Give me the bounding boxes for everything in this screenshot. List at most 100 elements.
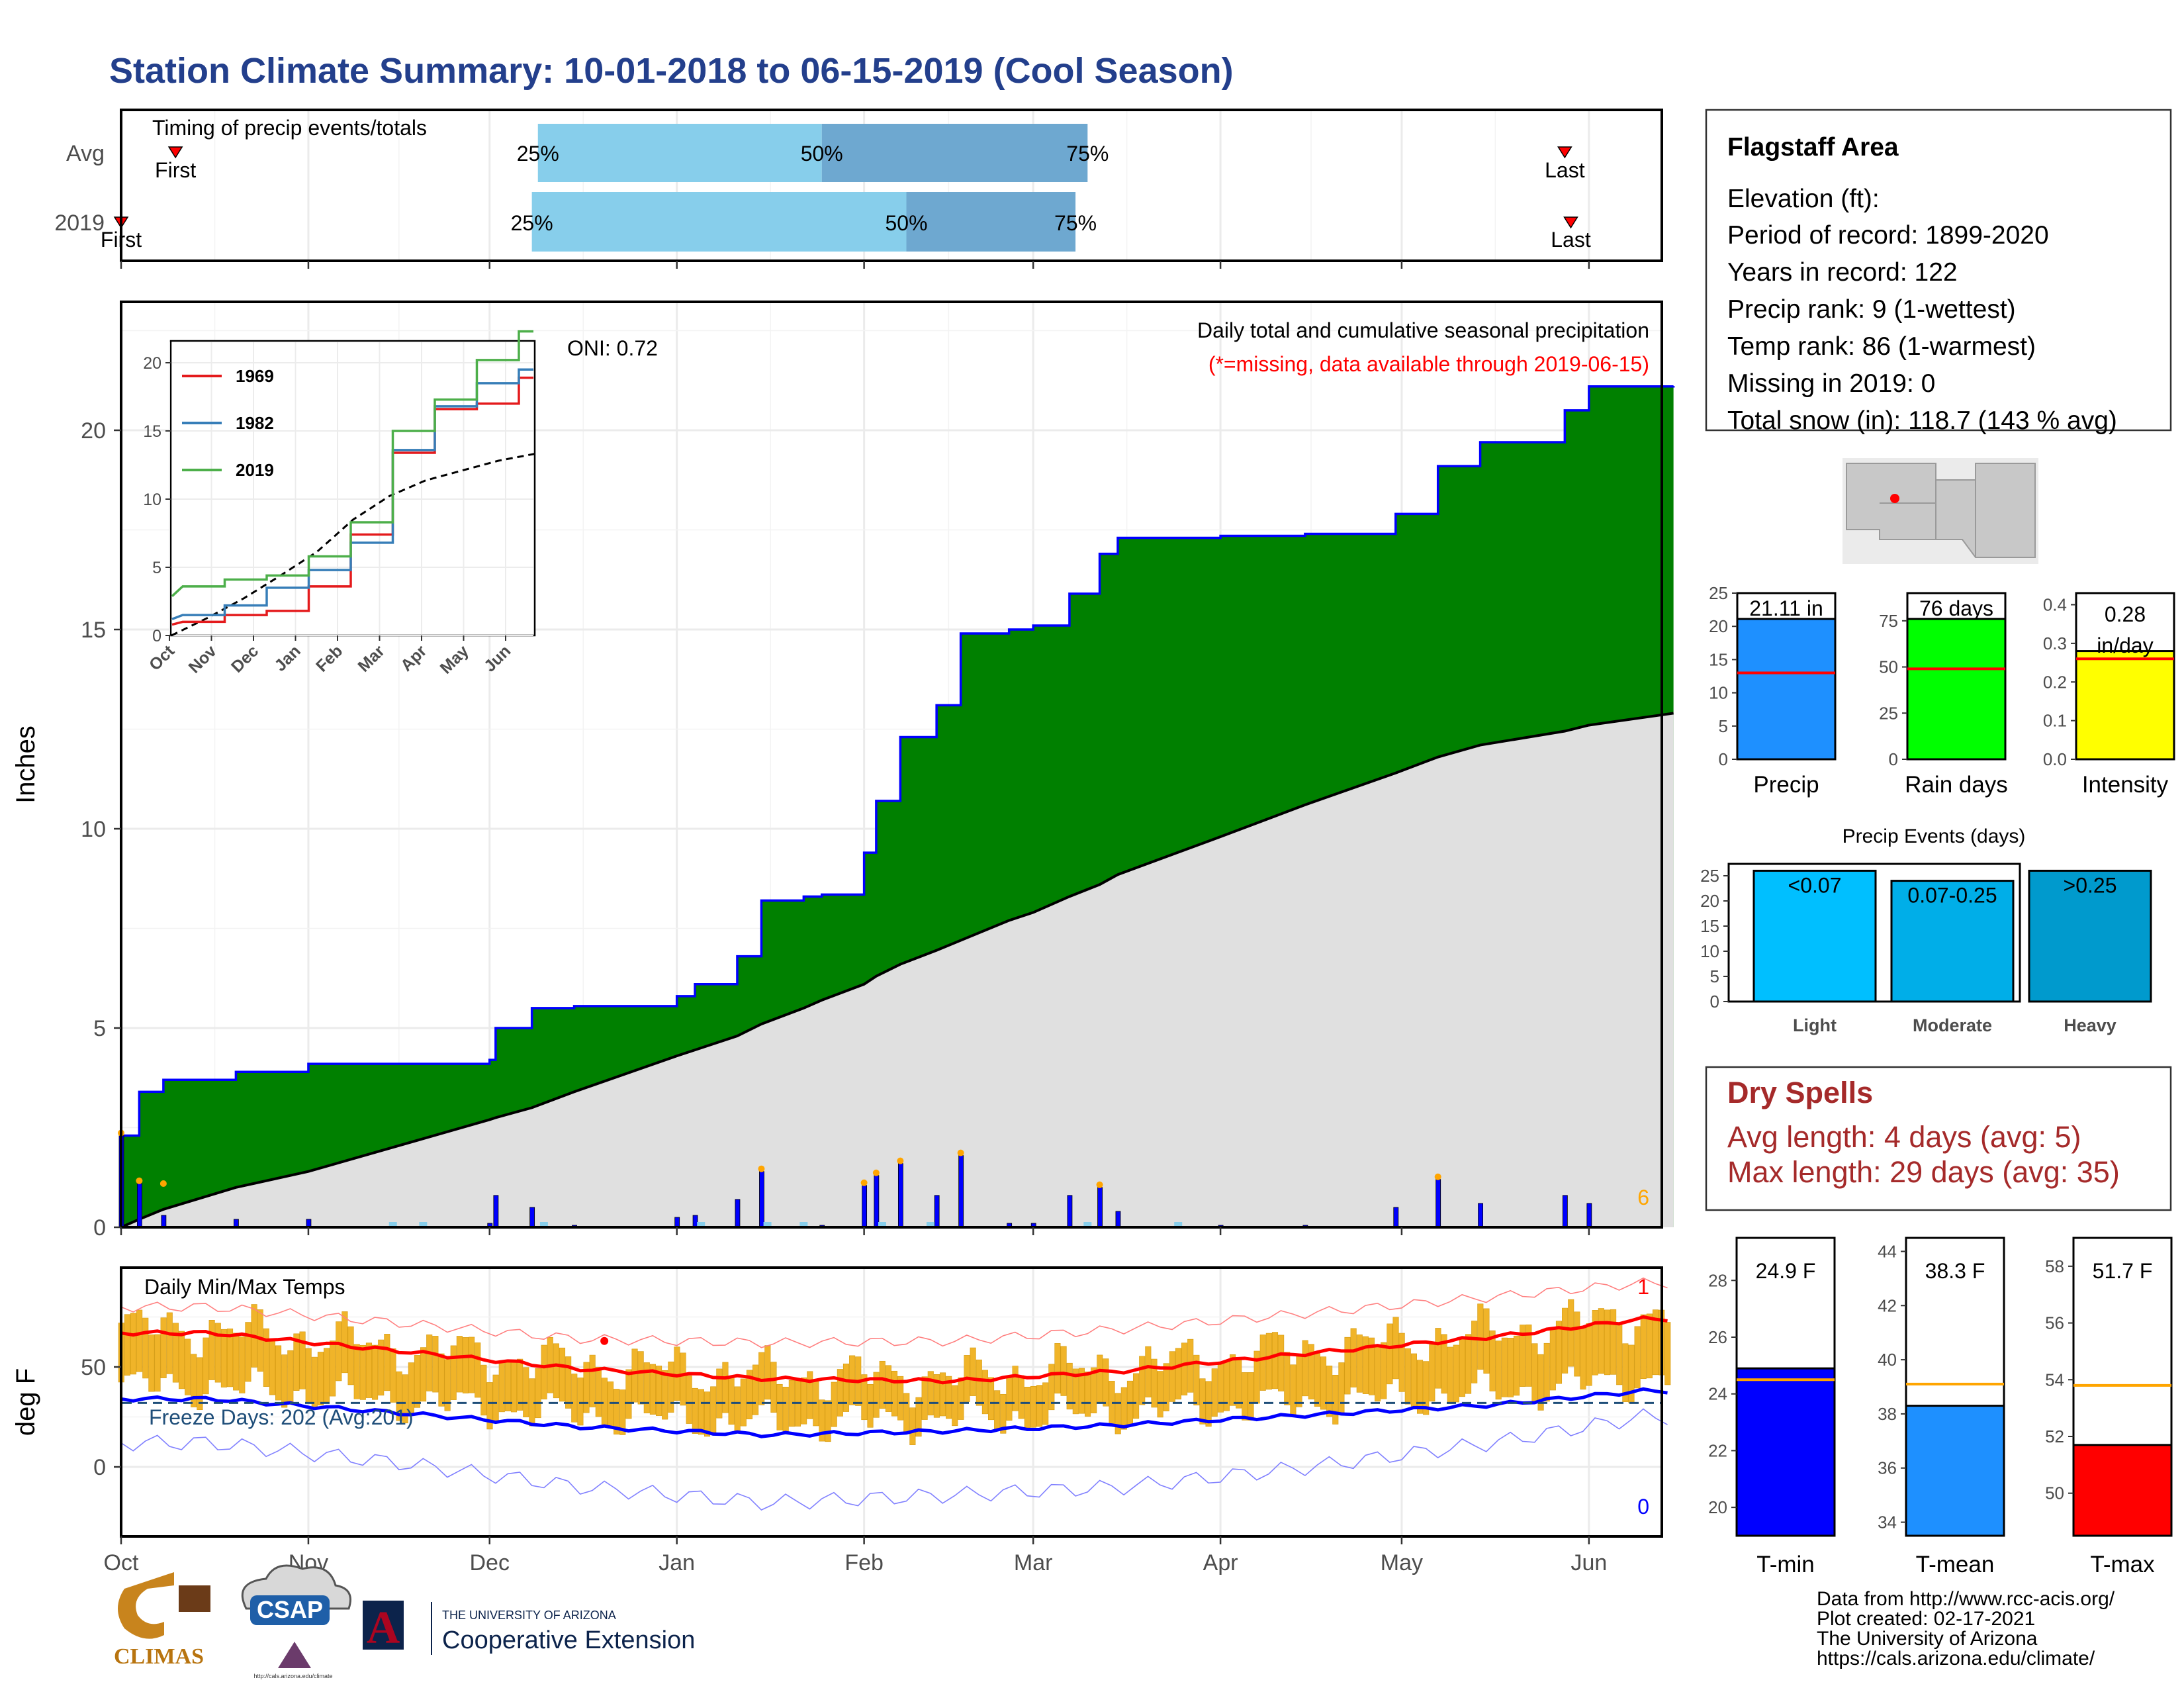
station-line: Elevation (ft): [1727,185,1880,213]
daily-temp-bar [891,1370,898,1417]
timing-bar-low [531,192,907,252]
timing-last-label: Last [1545,158,1585,182]
station-line: Total snow (in): 118.7 (143 % avg) [1727,406,2117,435]
timing-p50: 50% [885,211,927,235]
event-category: Moderate [1913,1015,1992,1035]
daily-temp-bar [1018,1375,1024,1419]
station-line: Years in record: 122 [1727,258,1958,287]
summary-tick-label: 0.2 [2043,672,2067,692]
daily-temp-bar [746,1370,753,1420]
timing-label: Timing of precip events/totals [152,116,427,140]
daily-temp-bar [1133,1373,1140,1419]
summary-value: 76 days [1919,596,1993,620]
x-tick-label: Feb [844,1550,884,1575]
events-tick-label: 25 [1700,866,1719,886]
summary-tick-label: 20 [1709,616,1728,636]
inset-y-tick-label: 20 [143,354,161,373]
daily-temp-bar [324,1348,330,1403]
daily-precip-bar [958,1155,964,1228]
timing-p25: 25% [517,142,559,165]
daily-temp-bar [191,1354,197,1407]
daily-temp-bar [390,1348,396,1403]
daily-temp-bar [1616,1322,1623,1385]
logos: CLIMAS CSAP http://cals.arizona.edu/clim… [114,1564,695,1679]
daily-temp-bar [414,1355,421,1408]
temp-summary-label: T-mean [1916,1552,1995,1577]
dry-spells-avg: Avg length: 4 days (avg: 5) [1727,1120,2081,1154]
daily-temp-bar [1501,1337,1508,1397]
daily-temp-bar [801,1377,807,1425]
daily-temp-bar [185,1338,191,1395]
record-min-line [120,1408,1668,1511]
daily-temp-bar [994,1390,1001,1430]
daily-temp-bar [861,1374,868,1421]
daily-temp-bar [311,1356,318,1410]
csap-text: CSAP [257,1596,323,1623]
daily-temp-bar [281,1354,288,1408]
daily-temp-bar [1012,1366,1019,1411]
daily-temp-bar [1115,1393,1121,1434]
event-bar [2028,869,2152,1003]
summary-tick-label: 0.4 [2043,595,2067,615]
daily-temp-bar [764,1345,771,1400]
daily-temp-bar [728,1376,735,1425]
event-bar-label: >0.25 [2064,873,2117,897]
events-tick-label: 0 [1710,992,1719,1011]
inset-legend-label: 1982 [236,413,274,433]
daily-temp-bar [885,1365,891,1412]
daily-temp-bar [172,1323,179,1383]
daily-temp-bar [1302,1340,1308,1397]
observed-line [121,385,1675,1137]
daily-precip-bar [1115,1211,1121,1228]
temp-summary-tick-label: 58 [2045,1256,2064,1276]
daily-temp-bar [776,1383,783,1430]
timing-first-label: First [155,158,196,182]
temp-label: Daily Min/Max Temps [144,1275,345,1299]
temp-summary-bar [1905,1405,2005,1537]
daily-temp-bar [154,1334,161,1392]
temp-summary-tick-label: 52 [2045,1427,2064,1446]
summary-tick-label: 50 [1879,657,1898,677]
daily-temp-bar [245,1322,251,1382]
climas-logo: CLIMAS [114,1572,210,1669]
daily-temp-bar [510,1360,518,1413]
daily-temp-bar [498,1360,505,1413]
inset-legend-label: 1969 [236,366,274,386]
daily-temp-bar [553,1343,559,1399]
daily-temp-bar [197,1357,203,1411]
credit-line: Data from http://www.rcc-acis.org/ [1817,1588,2115,1610]
daily-temp-bar [1097,1354,1103,1403]
summary-tick-label: 0 [1889,749,1898,769]
summary-tick-label: 5 [1719,716,1728,736]
daily-precip-bar [1562,1195,1568,1228]
daily-temp-bar [541,1344,547,1399]
events-title: Precip Events (days) [1843,825,2026,847]
timing-last-marker [1557,146,1572,159]
daily-temp-bar [734,1386,741,1433]
daily-temp-bar [752,1364,759,1415]
daily-temp-bar [203,1337,209,1395]
precip-y-axis-label: Inches [11,726,40,804]
temp-summary-bars: 24.9 F T-min 20 22 24 26 28 38.3 F T-mean 34 36 38 4… [1708,1237,2173,1577]
daily-temp-bar [347,1326,354,1385]
event-bar-label: <0.07 [1788,873,1842,897]
y-tick-label: 0 [93,1215,106,1241]
inset-y-tick-label: 5 [152,559,161,577]
y-tick-label: 0 [93,1455,106,1480]
daily-temp-bar [1344,1336,1351,1395]
daily-temp-bar [589,1354,596,1407]
snow-marker [927,1222,935,1226]
event-category: Heavy [2064,1015,2116,1035]
temp-y-axis-label: deg F [11,1368,40,1436]
timing-last-marker [1563,216,1578,229]
ua-line1: THE UNIVERSITY OF ARIZONA [442,1609,616,1622]
daily-temp-bar [837,1369,843,1417]
credit-line: https://cals.arizona.edu/climate/ [1817,1648,2095,1669]
summary-tick-label: 75 [1879,611,1898,631]
precip-count-label: 6 [1637,1186,1649,1209]
summary-bar [1906,618,2007,761]
daily-temp-bar [1000,1393,1007,1434]
snow-marker [388,1222,397,1226]
daily-temp-bar [952,1385,958,1427]
daily-temp-bar [903,1393,910,1434]
